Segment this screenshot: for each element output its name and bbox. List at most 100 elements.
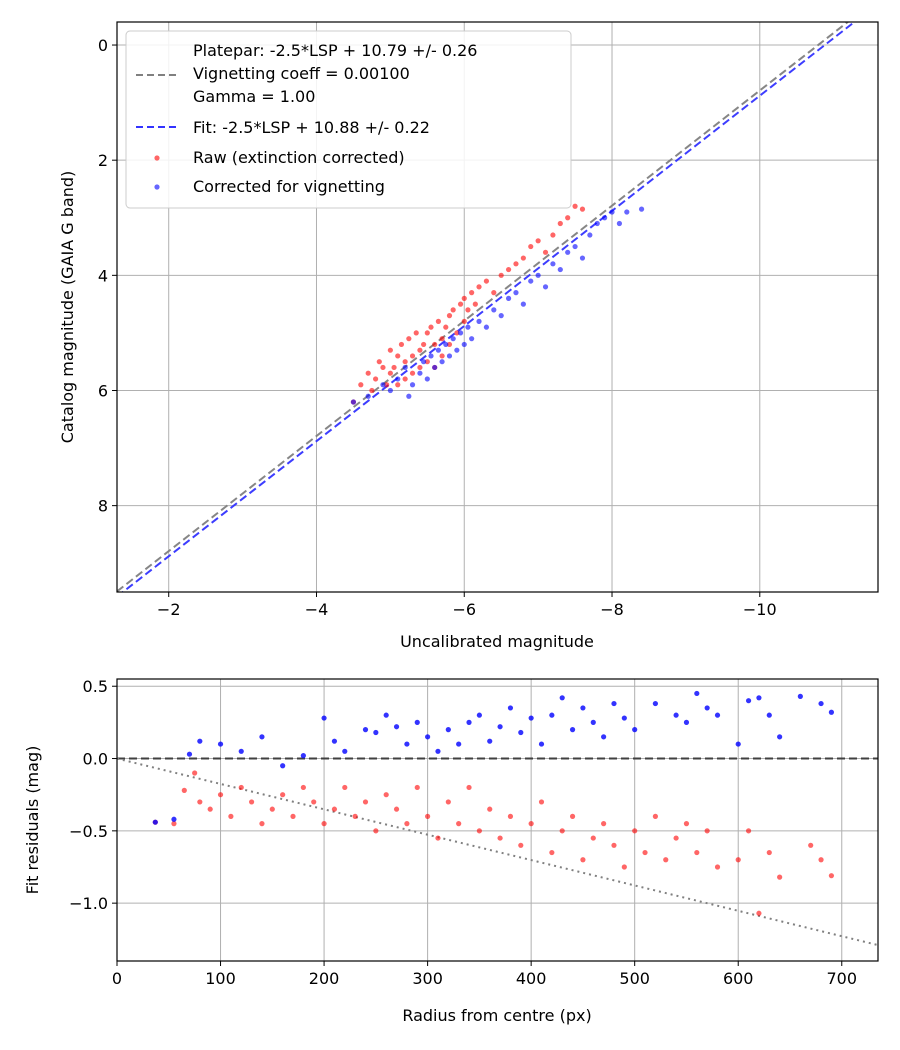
corrected-residual-point — [497, 724, 503, 730]
raw-residual-point — [238, 784, 244, 791]
corrected-point — [565, 249, 571, 255]
bottom-x-axis-label: Radius from centre (px) — [402, 1006, 591, 1025]
raw-point — [395, 382, 401, 388]
raw-residual-point — [393, 806, 400, 812]
bottom-plot-frame — [116, 678, 879, 962]
corrected-residual-point — [797, 693, 803, 699]
raw-residual-point — [497, 835, 503, 841]
top-x-tick-label: −4 — [305, 600, 329, 619]
raw-residual-point — [269, 806, 275, 812]
raw-point — [365, 370, 371, 376]
corrected-residual-point — [280, 763, 286, 769]
bottom-y-axis-label: Fit residuals (mag) — [23, 746, 42, 895]
raw-residual-point — [192, 770, 198, 776]
raw-point — [391, 364, 397, 371]
raw-residual-point — [476, 828, 482, 834]
corrected-point — [550, 261, 556, 267]
corrected-point — [638, 206, 645, 212]
raw-point — [424, 359, 430, 365]
corrected-residual-point — [673, 712, 679, 718]
raw-point — [513, 261, 519, 267]
top-x-axis-label: Uncalibrated magnitude — [400, 632, 594, 651]
raw-point — [439, 353, 445, 359]
raw-residual-point — [632, 828, 638, 834]
raw-residual-point — [280, 792, 286, 798]
raw-point — [439, 336, 445, 342]
raw-point — [395, 353, 401, 359]
corrected-residual-point — [632, 727, 638, 733]
bottom-plot-area — [117, 679, 878, 961]
bottom-y-ticks: 0.5 0.0 −0.5 −1.0 — [69, 677, 117, 913]
raw-residual-point — [580, 857, 586, 863]
corrected-residual-point — [611, 700, 617, 707]
fit-line — [121, 22, 856, 592]
raw-residual-point — [445, 799, 451, 805]
corrected-point — [421, 359, 427, 365]
corrected-residual-point — [342, 748, 348, 754]
corrected-point — [365, 393, 371, 399]
top-y-tick-label: 6 — [98, 381, 108, 400]
corrected-point — [505, 295, 512, 301]
bottom-y-tick-label: 0.0 — [83, 750, 108, 769]
raw-point — [579, 206, 586, 212]
corrected-residual-point — [383, 712, 389, 718]
raw-residual-point — [383, 792, 389, 798]
corrected-residual-point — [735, 741, 741, 747]
raw-point — [572, 203, 578, 209]
raw-point — [461, 295, 467, 301]
corrected-residual-point — [152, 819, 158, 825]
raw-point — [435, 318, 441, 324]
raw-point — [528, 243, 534, 250]
raw-residual-point — [290, 813, 296, 819]
legend: Platepar: -2.5*LSP + 10.79 +/- 0.26 Vign… — [125, 30, 572, 209]
top-x-ticks: −2 −4 −6 −8 −10 — [157, 592, 777, 619]
raw-point — [428, 324, 434, 330]
raw-residual-point — [207, 806, 213, 812]
corrected-point — [387, 387, 393, 394]
raw-residual-point — [373, 828, 379, 834]
corrected-point — [435, 347, 441, 353]
raw-residual-point — [694, 849, 700, 856]
raw-residual-point — [569, 813, 576, 819]
raw-point — [398, 341, 405, 348]
legend-platepar-line1: Platepar: -2.5*LSP + 10.79 +/- 0.26 — [193, 41, 477, 60]
corrected-residual-point — [601, 734, 607, 740]
raw-residual-point — [683, 821, 690, 827]
raw-residual-point — [311, 799, 317, 805]
legend-box — [125, 30, 572, 209]
bottom-x-tick-label: 400 — [516, 969, 547, 988]
corrected-residual-point — [538, 741, 545, 747]
corrected-residual-point — [756, 695, 762, 701]
corrected-point — [457, 330, 464, 336]
corrected-point — [602, 215, 608, 221]
raw-residual-point — [425, 813, 431, 819]
raw-point — [376, 359, 382, 365]
corrected-point — [409, 382, 416, 388]
corrected-residual-point — [238, 748, 244, 754]
raw-point — [457, 301, 464, 307]
raw-residual-point — [435, 835, 441, 841]
top-chart: −2 −4 −6 −8 −10 0 2 4 6 8 Uncalibrated magnitude… — [58, 21, 879, 651]
raw-point — [505, 266, 512, 273]
raw-point — [461, 318, 467, 324]
raw-residual-point — [704, 828, 710, 834]
corrected-residual-point — [321, 715, 327, 721]
corrected-point — [513, 290, 519, 296]
raw-residual-point — [248, 799, 255, 805]
corrected-residual-point — [259, 734, 265, 740]
raw-residual-point — [777, 874, 783, 880]
top-y-ticks: 0 2 4 6 8 — [98, 36, 117, 516]
raw-point — [472, 301, 478, 307]
legend-corrected-marker — [154, 184, 160, 190]
raw-residual-point — [601, 821, 607, 827]
raw-point — [402, 376, 408, 382]
raw-residual-point — [342, 784, 348, 791]
raw-residual-point — [181, 787, 187, 793]
corrected-point — [461, 341, 467, 348]
corrected-residual-point — [393, 724, 400, 730]
corrected-point — [594, 220, 600, 227]
raw-point — [565, 215, 571, 221]
corrected-residual-point — [476, 712, 482, 718]
corrected-point — [395, 376, 401, 382]
vignetting-curve — [117, 757, 878, 947]
